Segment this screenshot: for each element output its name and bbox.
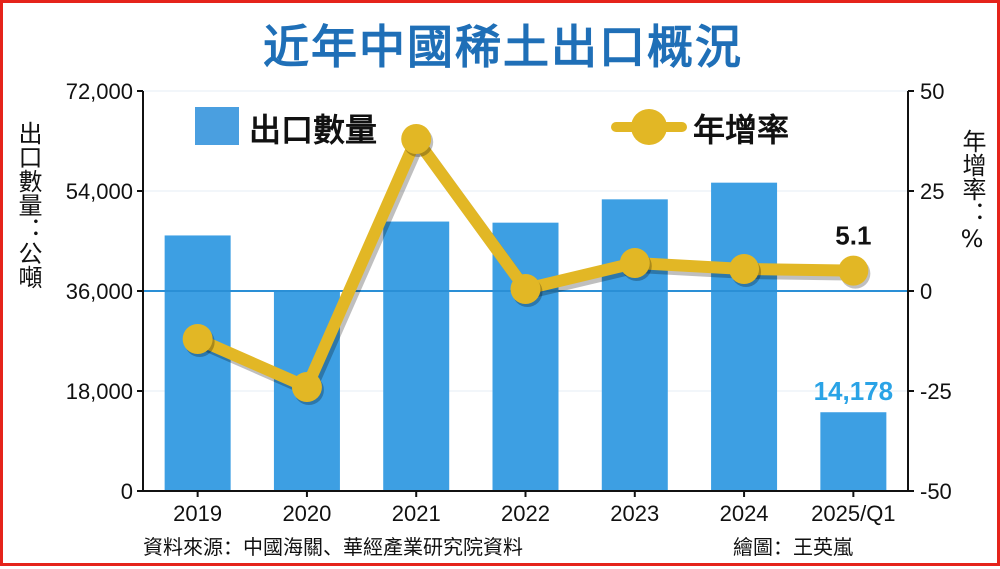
left-tick-label: 54,000 — [66, 179, 133, 204]
legend-bar-swatch — [195, 107, 239, 145]
legend-line-marker — [631, 109, 667, 145]
bar-2024 — [711, 182, 778, 491]
x-tick-label: 2024 — [720, 501, 769, 526]
right-tick-label: 25 — [920, 179, 944, 204]
point-2025/Q1 — [838, 255, 869, 286]
chart-plot: 0 18,000 36,000 54,000 72,000 -50 -25 0 25 50 2019… — [66, 79, 952, 526]
right-tick-label: -50 — [920, 479, 952, 504]
data-label-line: 5.1 — [835, 221, 871, 251]
legend-bar-label: 出口數量 — [249, 111, 378, 149]
left-tick-label: 18,000 — [66, 379, 133, 404]
x-tick-label: 2020 — [282, 501, 331, 526]
right-axis-label: 年增率：% — [958, 129, 986, 253]
right-tick-label: 50 — [920, 79, 944, 104]
credit-note: 繪圖：王英嵐 — [733, 535, 853, 559]
bar-2019 — [164, 235, 231, 491]
data-label-bar: 14,178 — [814, 376, 894, 406]
left-tick-label: 0 — [121, 479, 133, 504]
legend-line-label: 年增率 — [693, 111, 790, 149]
point-2022 — [510, 274, 541, 304]
source-note: 資料來源：中國海關、華經產業研究院資料 — [143, 535, 523, 559]
x-tick-label: 2025/Q1 — [811, 501, 895, 526]
left-tick-label: 72,000 — [66, 79, 133, 104]
left-tick-label: 36,000 — [66, 279, 133, 304]
point-2020 — [291, 372, 322, 402]
right-tick-label: -25 — [920, 379, 952, 404]
point-2024 — [729, 254, 760, 284]
point-2023 — [619, 248, 650, 278]
chart-title: 近年中國稀土出口概況 — [263, 20, 743, 74]
x-tick-label: 2023 — [610, 501, 659, 526]
point-2021 — [401, 124, 432, 154]
x-tick-label: 2021 — [392, 501, 441, 526]
bar-2023 — [601, 199, 668, 492]
x-tick-label: 2019 — [173, 501, 222, 526]
x-tick-label: 2022 — [501, 501, 550, 526]
left-axis-label: 出口數量：公噸 — [14, 121, 42, 289]
point-2019 — [182, 324, 213, 354]
bar-2025/Q1 — [820, 412, 887, 491]
bar-2021 — [383, 221, 450, 492]
right-tick-label: 0 — [920, 279, 932, 304]
